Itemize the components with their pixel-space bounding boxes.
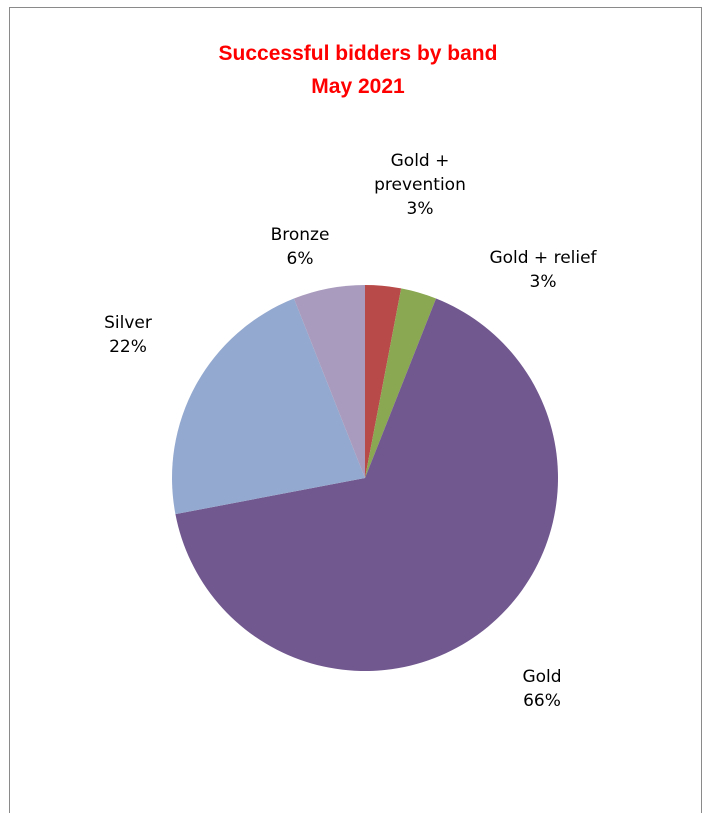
slice-name-label: Gold [522,667,561,687]
slice-percent-label: 22% [109,337,147,357]
pie-slice-silver [172,298,365,515]
pie-labels: Gold + prevention 3% Gold + relief 3% Gold 66%… [104,151,597,711]
slice-name-label: Bronze [271,225,330,245]
slice-name-label: prevention [374,175,466,195]
slice-data-label: Gold + relief 3% [489,248,597,292]
slice-percent-label: 66% [523,691,561,711]
slice-data-label: Gold 66% [522,667,561,711]
pie-slice-gold [175,298,559,671]
slice-data-label: Bronze 6% [271,225,330,269]
slice-data-label: Silver 22% [104,313,152,357]
slice-percent-label: 6% [287,249,314,269]
slice-name-label: Gold + relief [489,248,597,268]
slice-name-label: Silver [104,313,152,333]
pie-slice-gold-relief [365,288,437,478]
slice-percent-label: 3% [407,199,434,219]
slice-percent-label: 3% [530,272,557,292]
pie-slice-bronze [293,285,365,478]
pie-slices [172,285,559,671]
pie-slice-gold-prevention [365,285,402,478]
slice-data-label: Gold + prevention 3% [374,151,466,219]
chart-title: Successful bidders by band May 2021 [0,37,704,103]
slice-name-label: Gold + [391,151,450,171]
chart-title-line-2: May 2021 [311,75,405,98]
chart-title-line-1: Successful bidders by band [218,42,498,65]
